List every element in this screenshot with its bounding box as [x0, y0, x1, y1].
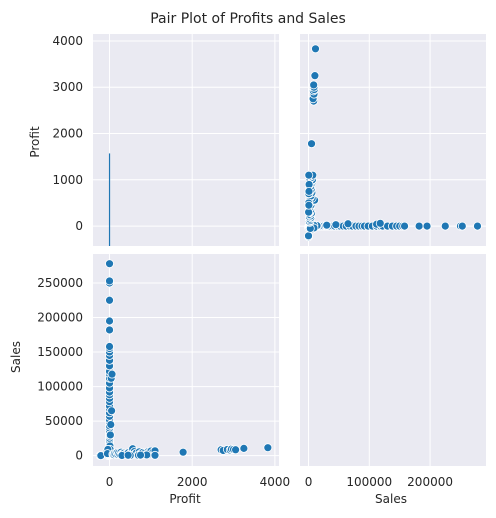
y-tick-label: 150000: [37, 345, 83, 359]
y-axis-label-profit: Profit: [28, 126, 42, 158]
scatter-point: [231, 445, 241, 455]
scatter-point: [107, 369, 117, 379]
scatter-point: [473, 221, 482, 231]
panel-profit-profit: 0 1000 2000 3000 4000: [52, 34, 279, 246]
scatter-point: [375, 218, 385, 228]
scatter-point: [322, 220, 332, 230]
scatter-point: [263, 443, 273, 453]
panel-sales-sales: 0 100000 200000: [300, 254, 486, 489]
y-tick-label: 1000: [52, 173, 83, 187]
y-tick-label: 3000: [52, 80, 83, 94]
scatter-point: [304, 186, 314, 196]
scatter-point: [400, 221, 409, 231]
panel-sales-profit: 0 2000 4000 0 50000 100000 150000 200000 250000: [37, 254, 290, 489]
scatter-point: [105, 295, 114, 305]
x-tick-label: 2000: [177, 475, 208, 489]
y-tick-label: 0: [75, 219, 83, 233]
scatter-point: [304, 200, 314, 210]
scatter-point: [105, 342, 114, 351]
scatter-point: [440, 221, 450, 231]
x-tick-label: 4000: [260, 475, 291, 489]
x-axis-label-sales: Sales: [375, 492, 407, 506]
scatter-point: [107, 406, 116, 416]
x-tick-label: 100000: [346, 475, 392, 489]
y-tick-label: 100000: [37, 380, 83, 394]
y-tick-label: 250000: [37, 276, 83, 290]
panel-profit-sales: [300, 34, 486, 246]
scatter-point: [422, 221, 432, 231]
panel-background: [93, 34, 279, 246]
panel-background: [300, 254, 486, 466]
x-tick-label: 0: [305, 475, 313, 489]
scatter-point: [304, 170, 314, 180]
scatter-point: [150, 450, 160, 460]
panel-background: [300, 34, 486, 246]
x-axis-label-profit: Profit: [169, 492, 201, 506]
scatter-point: [105, 259, 114, 269]
scatter-point: [105, 276, 114, 286]
chart-title: Pair Plot of Profits and Sales: [150, 11, 346, 27]
scatter-point: [309, 80, 319, 90]
scatter-point: [457, 221, 467, 231]
scatter-point: [105, 325, 114, 335]
scatter-point: [331, 220, 341, 230]
scatter-point: [178, 447, 188, 457]
x-tick-label: 200000: [407, 475, 453, 489]
scatter-point: [106, 420, 116, 429]
scatter-point: [136, 450, 145, 460]
scatter-point: [123, 450, 133, 460]
x-tick-label: 0: [106, 475, 114, 489]
scatter-point: [239, 443, 249, 453]
scatter-point: [310, 71, 320, 81]
panel-background: [93, 254, 279, 466]
scatter-point: [343, 219, 353, 229]
y-tick-label: 200000: [37, 311, 83, 325]
y-tick-label: 50000: [45, 414, 83, 428]
scatter-point: [311, 44, 320, 54]
histogram-bar: [108, 153, 111, 246]
y-tick-label: 0: [75, 449, 83, 463]
y-tick-label: 2000: [52, 127, 83, 141]
scatter-point: [105, 430, 115, 440]
scatter-point: [414, 221, 424, 231]
scatter-point: [105, 316, 114, 326]
y-tick-label: 4000: [52, 34, 83, 48]
y-axis-label-sales: Sales: [9, 341, 23, 373]
scatter-point: [307, 139, 316, 149]
